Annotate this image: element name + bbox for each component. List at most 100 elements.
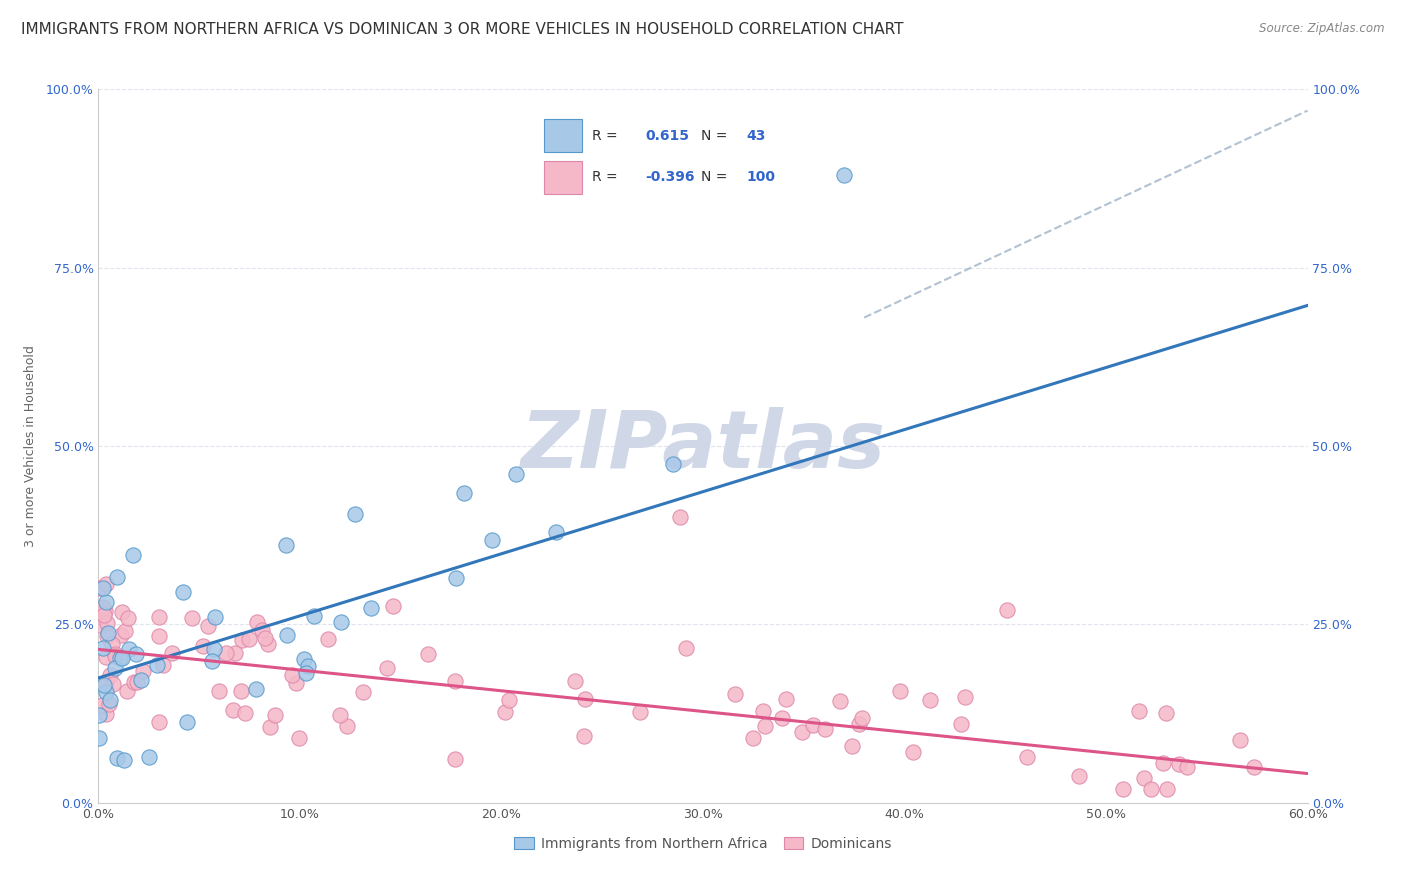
Point [111,651,134,665]
Point [148,610,170,624]
Point [245,681,267,696]
Point [752,704,775,718]
Point [112,753,135,767]
Point [444,752,467,766]
Point [775,691,797,706]
Point [125,648,148,662]
Point [848,717,870,731]
Point [920,693,942,707]
Point [801,717,824,731]
Point [91,599,114,614]
Point [1067,770,1090,784]
Point [91,582,114,596]
Point [889,683,911,698]
Point [108,650,131,665]
Point [100,693,122,707]
Point [375,661,398,675]
Point [498,692,520,706]
Point [129,673,152,688]
Point [121,548,143,562]
Point [505,467,527,482]
Point [254,632,277,646]
Point [316,632,339,647]
Point [104,648,127,662]
Point [259,720,281,734]
Point [1154,706,1177,720]
Point [1243,760,1265,774]
Point [94,604,117,618]
Point [628,705,651,719]
Point [89,708,111,723]
Point [574,691,596,706]
Point [93,678,115,692]
Point [111,605,134,619]
Point [208,683,231,698]
Point [754,719,776,733]
Point [125,675,148,690]
Point [955,690,977,704]
Point [564,674,586,689]
Point [544,524,567,539]
Point [101,637,124,651]
Point [176,715,198,730]
Text: Source: ZipAtlas.com: Source: ZipAtlas.com [1260,22,1385,36]
Point [94,676,117,690]
Point [224,646,246,660]
Point [201,654,224,668]
Point [297,658,319,673]
Point [995,603,1018,617]
Point [91,698,114,713]
Point [830,694,852,708]
Point [122,675,145,690]
Point [329,707,352,722]
Point [901,745,924,759]
Point [481,533,503,547]
Point [105,569,128,583]
Text: ZIPatlas: ZIPatlas [520,407,886,485]
Point [295,665,318,680]
Point [444,673,467,688]
Point [360,601,382,615]
Point [97,626,120,640]
Point [152,658,174,673]
Point [89,731,111,745]
Point [101,677,124,691]
Point [950,716,973,731]
Point [222,704,245,718]
Point [96,706,118,721]
Point [246,615,269,629]
Point [264,708,287,723]
Point [1229,733,1251,747]
Point [1015,750,1038,764]
Point [96,628,118,642]
Point [93,607,115,622]
Point [89,617,111,632]
Point [276,628,298,642]
Point [1112,781,1135,796]
Y-axis label: 3 or more Vehicles in Household: 3 or more Vehicles in Household [24,345,38,547]
Point [97,697,120,711]
Point [1156,781,1178,796]
Point [215,646,238,660]
Point [284,675,307,690]
Point [197,619,219,633]
Point [110,628,132,642]
Point [181,611,204,625]
Point [416,648,439,662]
Point [832,168,855,182]
Point [148,714,170,729]
Point [281,668,304,682]
Point [288,731,311,746]
Point [94,576,117,591]
Point [148,629,170,643]
Point [114,624,136,639]
Point [93,640,115,655]
Point [229,683,252,698]
Point [94,650,117,665]
Point [741,731,763,745]
Legend: Immigrants from Northern Africa, Dominicans: Immigrants from Northern Africa, Dominic… [509,831,897,856]
Point [257,637,280,651]
Point [669,510,692,524]
Point [94,685,117,699]
Point [304,609,326,624]
